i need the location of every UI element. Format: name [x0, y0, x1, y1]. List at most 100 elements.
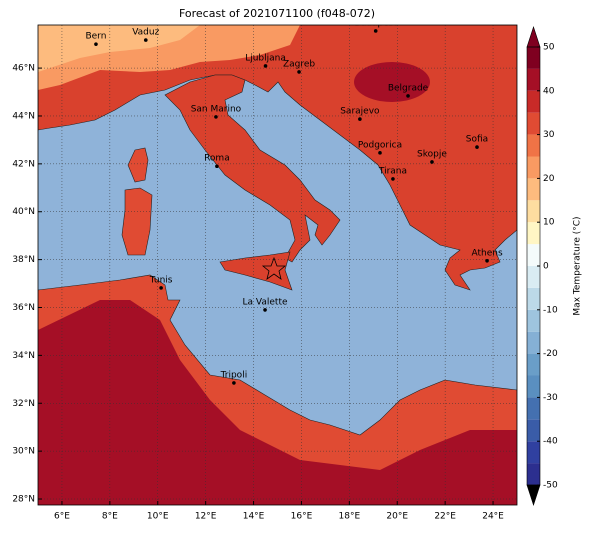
colorbar-band [527, 90, 540, 113]
y-tick-label: 36°N [12, 303, 35, 313]
colorbar-band [527, 463, 540, 485]
city-label: La Valette [243, 297, 288, 307]
city-label: Sofia [466, 135, 488, 145]
sardinia [121, 187, 153, 256]
colorbar-band [527, 68, 540, 91]
colorbar-band [527, 331, 540, 354]
city-label: Budapest [354, 18, 397, 28]
colorbar-band [527, 156, 540, 179]
city-dot [430, 160, 434, 164]
y-tick-label: 30°N [12, 447, 35, 457]
city-label: Zagreb [283, 59, 315, 69]
city-dot [391, 177, 395, 181]
x-tick-label: 16°E [291, 512, 313, 522]
city-dot [373, 29, 378, 33]
colorbar-band [527, 266, 540, 288]
colorbar-tick-label: 10 [543, 218, 555, 228]
africa-hot [38, 300, 517, 505]
x-tick-label: 12°E [195, 512, 217, 522]
colorbar-tick-label: -20 [543, 349, 558, 359]
y-tick-label: 28°N [12, 495, 35, 505]
city-dot [485, 259, 489, 263]
colorbar-band [527, 244, 540, 266]
y-tick-label: 42°N [12, 159, 35, 169]
hot-spot [354, 62, 430, 102]
colorbar-band [527, 375, 540, 398]
colorbar-tick-label: -40 [543, 437, 558, 447]
colorbar-tick-label: 50 [543, 43, 555, 53]
city-dot [215, 164, 219, 169]
x-tick-label: 14°E [243, 512, 265, 522]
city-dot [378, 151, 382, 155]
x-tick-label: 10°E [147, 512, 169, 522]
sicily [219, 251, 293, 291]
colorbar-band [527, 134, 540, 157]
colorbar-label: Max Temperature (°C) [573, 216, 583, 315]
x-tick-label: 8°E [102, 512, 118, 522]
city-label: Athens [471, 248, 502, 258]
y-tick-label: 46°N [12, 64, 35, 74]
city-label: Sarajevo [340, 107, 380, 117]
x-tick-label: 22°E [434, 512, 456, 522]
y-tick-label: 32°N [12, 399, 35, 409]
city-dot [297, 70, 301, 74]
grid [38, 25, 517, 505]
colorbar-band [527, 200, 540, 223]
city-label: Roma [204, 154, 230, 164]
map-title: Forecast of 2021071100 (f048-072) [179, 7, 375, 20]
city-dot [358, 117, 362, 121]
colorbar-tick-label: -10 [543, 305, 558, 315]
colorbar: 50 40 30 20 10 0 -10 -20 -30 -40 -50 Max Temperatur… [526, 26, 583, 506]
city-label: Podgorica [358, 140, 402, 150]
city-dot [232, 381, 236, 385]
city-label: Belgrade [388, 83, 429, 93]
colorbar-band [527, 441, 540, 464]
y-tick-label: 44°N [12, 111, 35, 121]
colorbar-band [527, 47, 540, 69]
city-label: Tripoli [220, 370, 248, 380]
city-dot [475, 145, 479, 149]
colorbar-tick-label: -50 [543, 481, 558, 491]
colorbar-band [527, 287, 540, 310]
city-label: Tirana [378, 166, 407, 176]
colorbar-band [527, 397, 540, 420]
star-marker [261, 256, 287, 280]
y-tick-label: 38°N [12, 255, 35, 265]
colorbar-tick-label: 30 [543, 130, 555, 140]
x-tick-label: 6°E [54, 512, 70, 522]
city-label: Tunis [149, 275, 173, 285]
colorbar-tick-label: 40 [543, 86, 555, 96]
x-tick-label: 24°E [482, 512, 504, 522]
city-dot [263, 64, 268, 68]
corsica [127, 147, 149, 183]
colorbar-band [527, 178, 540, 201]
city-dot [406, 94, 410, 98]
colorbar-extend-bottom [526, 484, 541, 506]
city-label: Skopje [417, 149, 447, 159]
alps-cooler [38, 25, 200, 72]
y-tick-label: 34°N [12, 351, 35, 361]
x-tick-label: 18°E [339, 512, 361, 522]
colorbar-band [527, 419, 540, 442]
city-label: San Marino [191, 104, 242, 114]
colorbar-tick-label: -30 [543, 393, 558, 403]
colorbar-band [527, 353, 540, 376]
city-dot [94, 42, 98, 46]
colorbar-band [527, 222, 540, 245]
city-label: Bern [85, 32, 106, 42]
city-label: Ljubljana [245, 53, 286, 63]
city-dot [214, 115, 218, 119]
city-dot [159, 286, 163, 290]
map-frame [37, 24, 518, 506]
italy [164, 74, 341, 263]
x-tick-label: 20°E [386, 512, 408, 522]
city-label: Vaduz [132, 28, 159, 38]
city-dot [263, 308, 267, 312]
city-dot [143, 38, 148, 42]
axes: 6°E 8°E 10°E 12°E 14°E 16°E 18°E 20°E 22°E 24°E 28… [12, 64, 504, 522]
colorbar-extend-top [526, 26, 541, 48]
colorbar-band [527, 112, 540, 135]
